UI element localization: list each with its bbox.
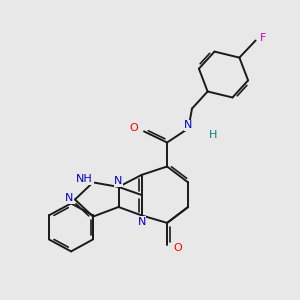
Text: O: O: [173, 243, 182, 253]
Text: N: N: [137, 217, 146, 227]
Text: F: F: [260, 33, 266, 43]
Text: O: O: [129, 123, 138, 133]
Text: N: N: [65, 193, 73, 203]
Text: N: N: [114, 176, 123, 186]
Text: H: H: [208, 130, 217, 140]
Text: N: N: [184, 120, 193, 130]
Text: NH: NH: [76, 174, 93, 184]
